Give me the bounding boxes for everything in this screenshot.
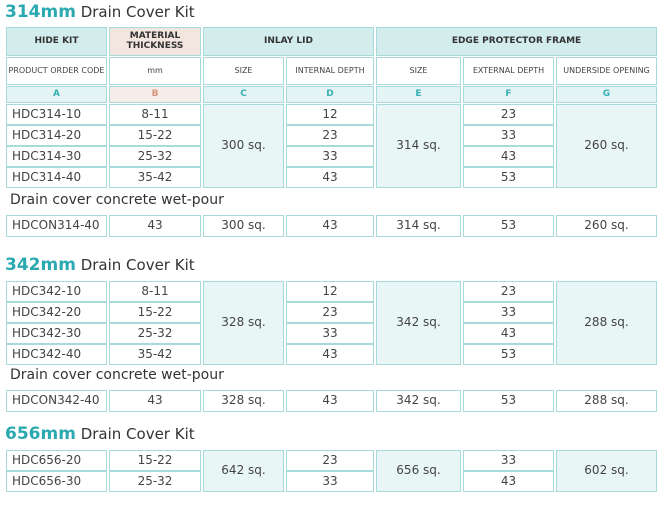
column-header: SIZE [203, 57, 284, 85]
section-name: Drain Cover Kit [75, 256, 195, 274]
table-cell: 8-11 [109, 281, 201, 302]
table-cell: HDCON342-40 [6, 390, 107, 412]
table-cell: HDC342-20 [6, 302, 107, 323]
table-cell: 43 [109, 215, 201, 237]
merged-cell: 288 sq. [556, 281, 657, 365]
table-cell: 43 [286, 215, 374, 237]
table-cell: 25-32 [109, 323, 201, 344]
merged-cell: 602 sq. [556, 450, 657, 492]
table-cell: 12 [286, 104, 374, 125]
table-cell: 328 sq. [203, 390, 284, 412]
table-cell: 35-42 [109, 344, 201, 365]
table-cell: 15-22 [109, 302, 201, 323]
column-letter: A [6, 86, 107, 103]
table-cell: 15-22 [109, 450, 201, 471]
section-name: Drain Cover Kit [75, 3, 195, 21]
table-cell: HDC314-40 [6, 167, 107, 188]
table-cell: 23 [286, 450, 374, 471]
table-cell: HDCON314-40 [6, 215, 107, 237]
table-cell: 15-22 [109, 125, 201, 146]
section-title: 314mm Drain Cover Kit [5, 2, 195, 22]
section-name: Drain Cover Kit [75, 425, 195, 443]
table-cell: 33 [286, 323, 374, 344]
column-header: UNDERSIDE OPENING [556, 57, 657, 85]
column-letter: E [376, 86, 461, 103]
table-cell: 53 [463, 390, 554, 412]
group-header: INLAY LID [203, 27, 374, 56]
table-cell: 33 [286, 471, 374, 492]
table-cell: 53 [463, 215, 554, 237]
section-title: 656mm Drain Cover Kit [5, 424, 195, 444]
table-cell: 43 [286, 344, 374, 365]
table-cell: HDC342-30 [6, 323, 107, 344]
table-cell: 33 [463, 125, 554, 146]
merged-cell: 342 sq. [376, 281, 461, 365]
table-cell: 43 [463, 146, 554, 167]
section-size: 656mm [5, 424, 76, 444]
table-cell: HDC314-30 [6, 146, 107, 167]
subheading: Drain cover concrete wet-pour [10, 367, 224, 383]
table-cell: 43 [463, 323, 554, 344]
column-letter: D [286, 86, 374, 103]
table-cell: 43 [286, 390, 374, 412]
table-cell: 288 sq. [556, 390, 657, 412]
column-header: SIZE [376, 57, 461, 85]
table-cell: 260 sq. [556, 215, 657, 237]
table-cell: 43 [463, 471, 554, 492]
table-cell: 12 [286, 281, 374, 302]
table-cell: HDC342-10 [6, 281, 107, 302]
table-cell: 8-11 [109, 104, 201, 125]
table-cell: 25-32 [109, 146, 201, 167]
table-cell: 43 [109, 390, 201, 412]
section-size: 342mm [5, 255, 76, 275]
merged-cell: 328 sq. [203, 281, 284, 365]
column-header: EXTERNAL DEPTH [463, 57, 554, 85]
section-size: 314mm [5, 2, 76, 22]
section-title: 342mm Drain Cover Kit [5, 255, 195, 275]
table-cell: 53 [463, 167, 554, 188]
column-header: PRODUCT ORDER CODE [6, 57, 107, 85]
table-cell: 33 [463, 302, 554, 323]
merged-cell: 260 sq. [556, 104, 657, 188]
table-cell: HDC314-10 [6, 104, 107, 125]
merged-cell: 656 sq. [376, 450, 461, 492]
table-cell: 23 [286, 125, 374, 146]
column-header: mm [109, 57, 201, 85]
column-letter: G [556, 86, 657, 103]
group-header: EDGE PROTECTOR FRAME [376, 27, 657, 56]
merged-cell: 314 sq. [376, 104, 461, 188]
table-cell: 23 [463, 281, 554, 302]
table-cell: 33 [463, 450, 554, 471]
table-cell: 23 [463, 104, 554, 125]
group-header: MATERIAL THICKNESS [109, 27, 201, 56]
column-header: INTERNAL DEPTH [286, 57, 374, 85]
table-cell: 33 [286, 146, 374, 167]
table-cell: 25-32 [109, 471, 201, 492]
group-header: HIDE KIT [6, 27, 107, 56]
table-cell: 35-42 [109, 167, 201, 188]
table-cell: 53 [463, 344, 554, 365]
merged-cell: 300 sq. [203, 104, 284, 188]
table-cell: HDC656-30 [6, 471, 107, 492]
table-cell: 314 sq. [376, 215, 461, 237]
subheading: Drain cover concrete wet-pour [10, 192, 224, 208]
table-cell: HDC342-40 [6, 344, 107, 365]
table-cell: 300 sq. [203, 215, 284, 237]
table-cell: HDC314-20 [6, 125, 107, 146]
table-cell: 43 [286, 167, 374, 188]
table-cell: 342 sq. [376, 390, 461, 412]
column-letter: B [109, 86, 201, 103]
table-cell: HDC656-20 [6, 450, 107, 471]
table-cell: 23 [286, 302, 374, 323]
column-letter: C [203, 86, 284, 103]
column-letter: F [463, 86, 554, 103]
merged-cell: 642 sq. [203, 450, 284, 492]
